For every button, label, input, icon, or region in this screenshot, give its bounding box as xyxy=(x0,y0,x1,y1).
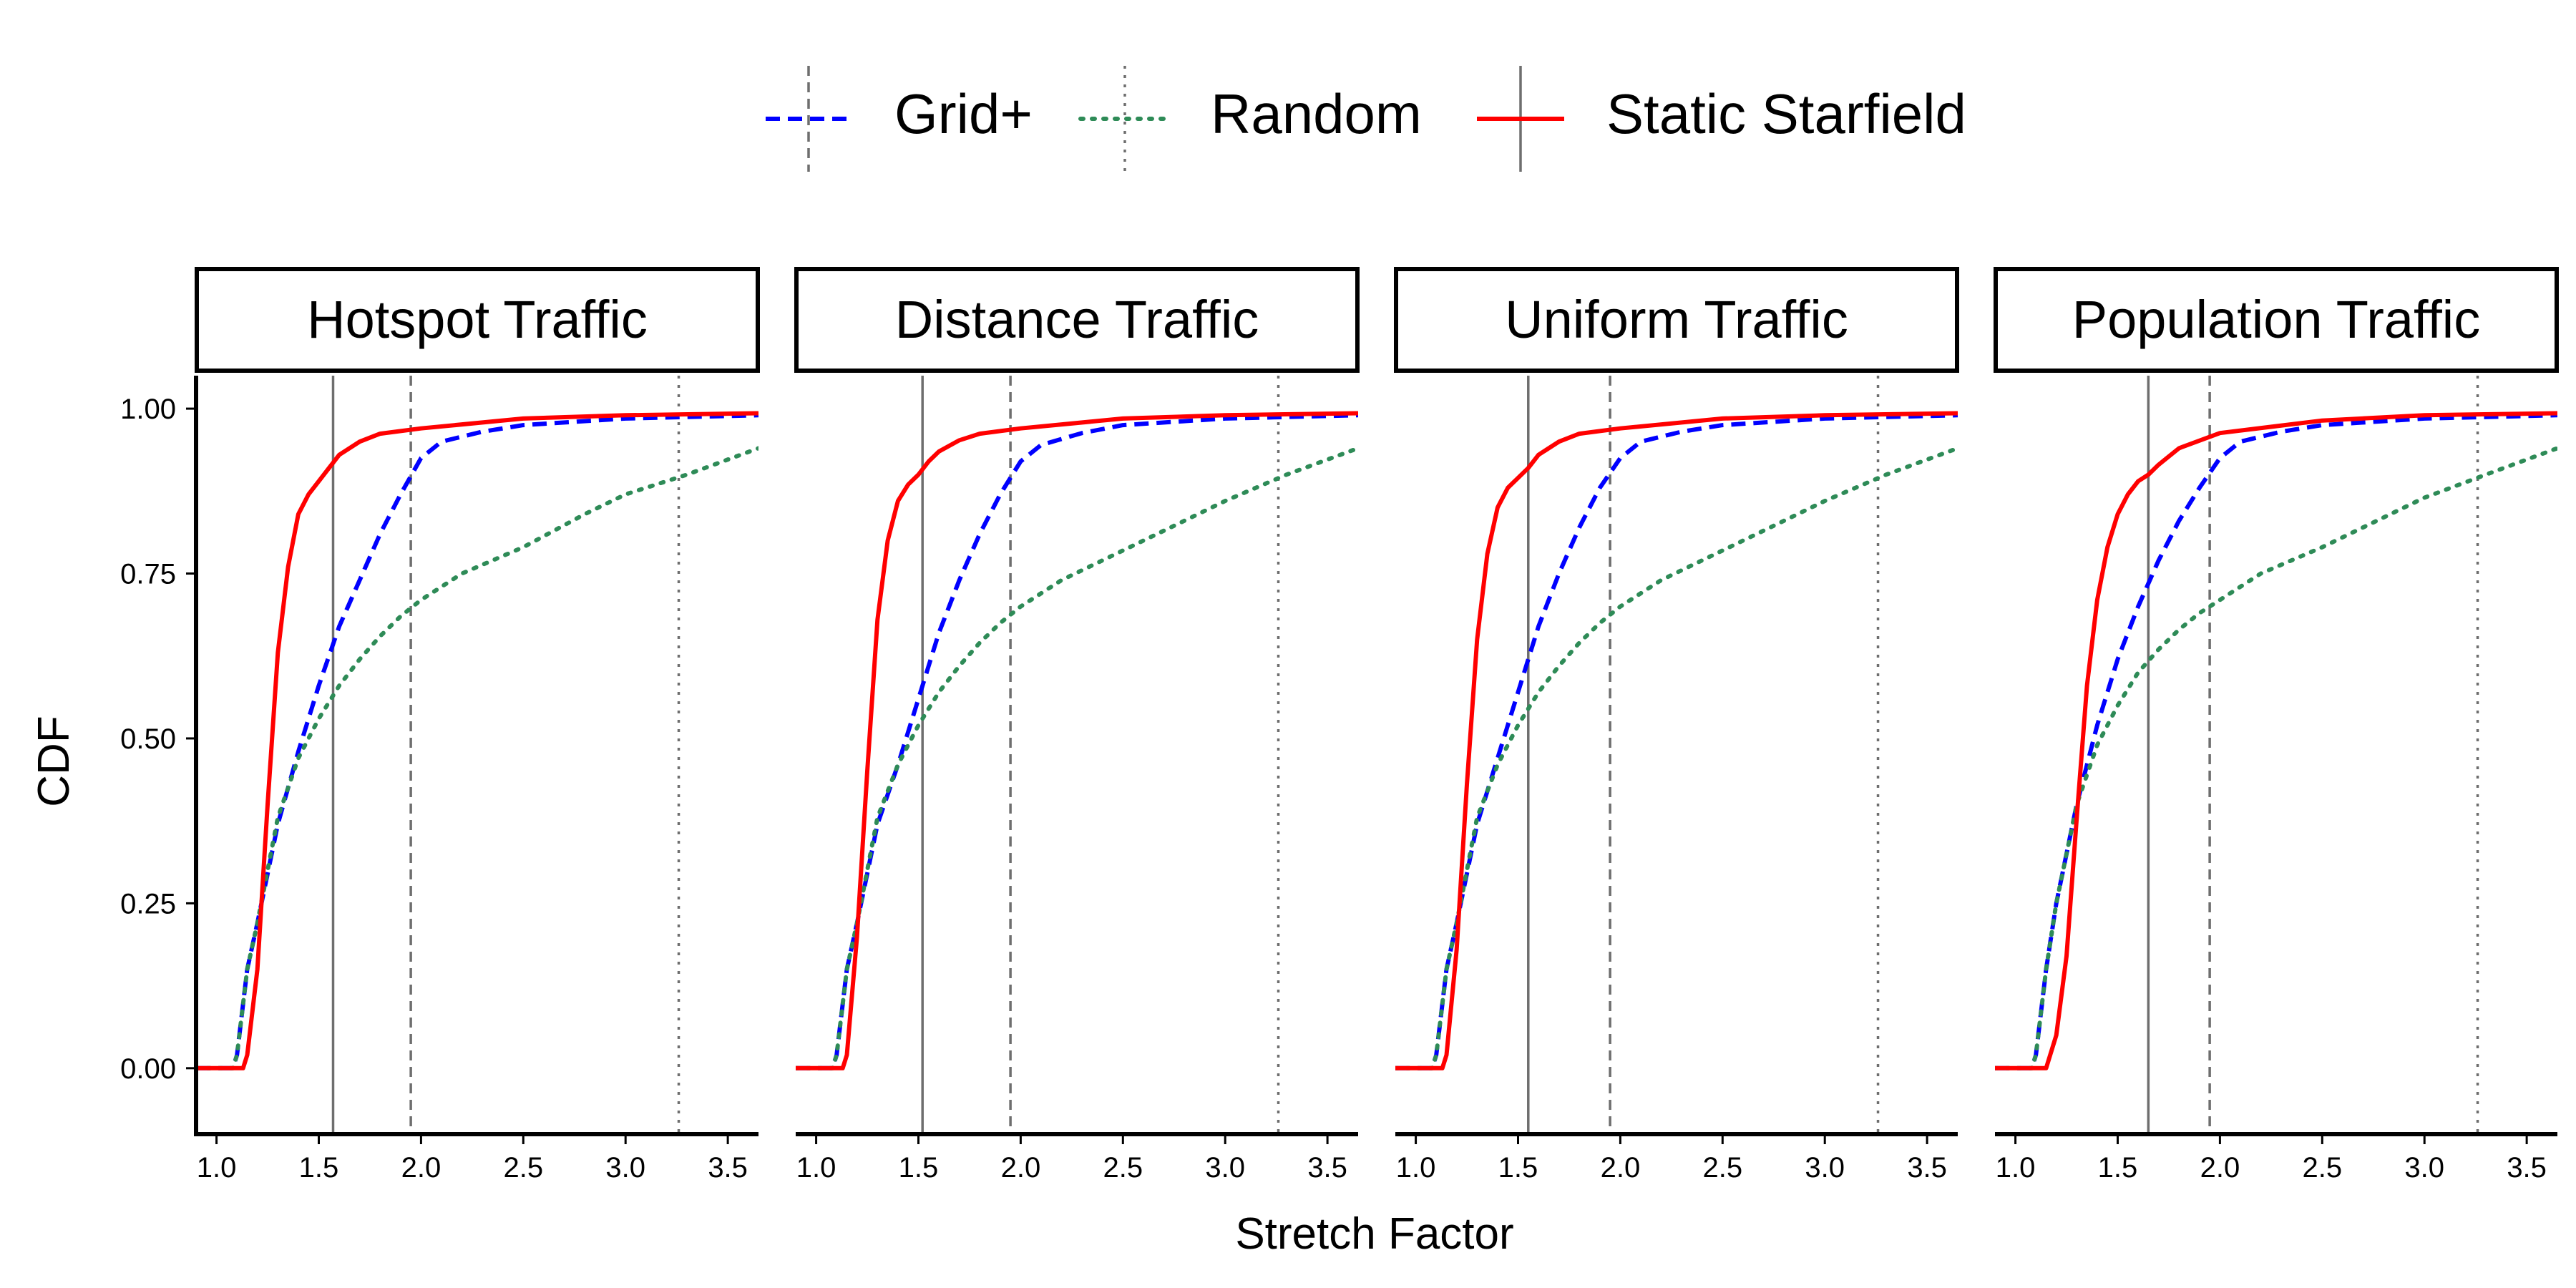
x-tick-label: 3.0 xyxy=(2404,1152,2444,1184)
x-tick-label: 3.5 xyxy=(2507,1152,2547,1184)
panel-strip-title: Population Traffic xyxy=(2072,290,2480,349)
panel-strip xyxy=(1394,267,1959,373)
x-tick-label: 1.5 xyxy=(899,1152,939,1184)
panel-uniform-traffic: Uniform Traffic 1.0 1.5 2.0 2.5 3.0 3.5 xyxy=(1394,267,1959,1184)
x-tick-label: 2.0 xyxy=(1601,1152,1641,1184)
series-line-static-starfield xyxy=(1995,411,2557,1070)
x-tick-label: 1.0 xyxy=(1396,1152,1436,1184)
panel-strip xyxy=(195,267,760,373)
series-line-static-starfield xyxy=(1395,411,1958,1070)
panel-strip xyxy=(1994,267,2559,373)
x-axis-title: Stretch Factor xyxy=(1235,1209,1513,1259)
panel-strip-title: Hotspot Traffic xyxy=(307,290,648,349)
x-tick-label: 2.0 xyxy=(2200,1152,2240,1184)
series-line-grid-plus xyxy=(1995,413,2557,1070)
x-tick-label: 2.5 xyxy=(1103,1152,1143,1184)
panel-hotspot-traffic: Hotspot Traffic 0.00 0.25 0.50 0.75 1.00 1.0 1.… xyxy=(120,267,760,1184)
x-tick-label: 2.5 xyxy=(504,1152,544,1184)
x-tick-label: 3.0 xyxy=(1205,1152,1245,1184)
x-tick-label: 2.5 xyxy=(2303,1152,2343,1184)
facet-panels: Hotspot Traffic 0.00 0.25 0.50 0.75 1.00 1.0 1.… xyxy=(120,267,2559,1184)
series-line-static-starfield xyxy=(796,411,1358,1070)
series-line-random xyxy=(796,446,1358,1070)
panel-plot-area xyxy=(196,376,758,1134)
x-tick-label: 3.5 xyxy=(708,1152,748,1184)
panel-strip-title: Uniform Traffic xyxy=(1505,290,1848,349)
series-line-static-starfield xyxy=(196,411,758,1070)
x-tick-label: 1.5 xyxy=(1498,1152,1538,1184)
legend-item-grid-plus: Grid+ xyxy=(766,66,1033,172)
series-line-grid-plus xyxy=(796,413,1358,1070)
y-tick-label: 0.50 xyxy=(120,723,176,755)
y-tick-label: 0.25 xyxy=(120,888,176,919)
series-line-grid-plus xyxy=(1395,413,1958,1070)
y-axis-title: CDF xyxy=(29,716,79,806)
series-line-grid-plus xyxy=(196,413,758,1070)
y-tick-label: 0.75 xyxy=(120,559,176,590)
x-tick-label: 1.5 xyxy=(299,1152,339,1184)
y-tick-label: 0.00 xyxy=(120,1053,176,1085)
x-tick-label: 2.0 xyxy=(1001,1152,1041,1184)
series-line-random xyxy=(196,446,758,1070)
x-tick-label: 1.5 xyxy=(2098,1152,2138,1184)
x-tick-label: 3.5 xyxy=(1907,1152,1947,1184)
x-tick-label: 2.5 xyxy=(1703,1152,1743,1184)
x-tick-label: 3.0 xyxy=(605,1152,645,1184)
legend-label-grid-plus: Grid+ xyxy=(894,82,1033,145)
x-tick-label: 1.0 xyxy=(796,1152,836,1184)
x-tick-label: 1.0 xyxy=(1996,1152,2036,1184)
legend-label-random: Random xyxy=(1211,82,1422,145)
panel-distance-traffic: Distance Traffic 1.0 1.5 2.0 2.5 3.0 3.5 xyxy=(794,267,1360,1184)
legend-item-static-starfield: Static Starfield xyxy=(1477,66,1966,172)
panel-plot-area xyxy=(796,376,1358,1134)
x-tick-label: 3.5 xyxy=(1307,1152,1347,1184)
x-tick-label: 3.0 xyxy=(1805,1152,1845,1184)
x-tick-label: 1.0 xyxy=(197,1152,237,1184)
series-line-random xyxy=(1395,446,1958,1070)
legend: Grid+ Random Static Starfield xyxy=(766,66,1966,172)
panel-population-traffic: Population Traffic 1.0 1.5 2.0 2.5 3.0 3.5 xyxy=(1994,267,2559,1184)
series-line-random xyxy=(1995,446,2557,1070)
panel-plot-area xyxy=(1995,376,2557,1134)
y-tick-label: 1.00 xyxy=(120,394,176,425)
panel-strip-title: Distance Traffic xyxy=(895,290,1259,349)
legend-label-static-starfield: Static Starfield xyxy=(1606,82,1966,145)
x-tick-label: 2.0 xyxy=(401,1152,441,1184)
legend-item-random: Random xyxy=(1078,66,1422,172)
panel-plot-area xyxy=(1395,376,1958,1134)
panel-strip xyxy=(794,267,1360,373)
